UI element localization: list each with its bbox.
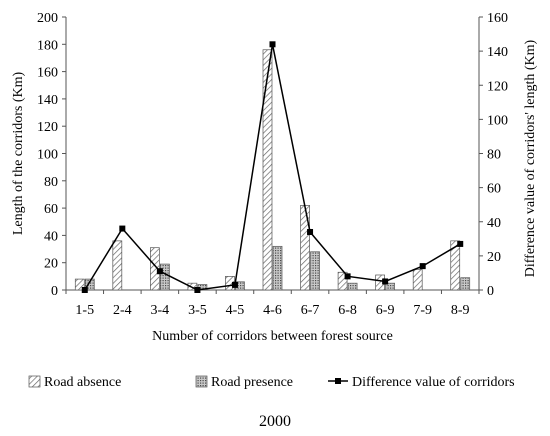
left-tick-label: 100 <box>37 148 58 163</box>
right-tick-label: 120 <box>487 79 508 94</box>
x-tick-label: 8-9 <box>451 303 470 318</box>
difference-point <box>81 287 88 293</box>
left-tick-label: 40 <box>44 229 58 244</box>
x-tick-label: 3-5 <box>188 303 207 318</box>
legend-label: Road presence <box>211 375 293 390</box>
bar-road-presence <box>347 282 358 291</box>
bars-group <box>74 49 471 291</box>
difference-point <box>307 228 314 235</box>
left-tick-label: 160 <box>37 66 58 81</box>
legend-swatch <box>195 375 208 388</box>
difference-point <box>419 263 426 270</box>
x-tick-label: 4-5 <box>226 303 245 318</box>
x-tick-label: 6-8 <box>338 303 357 318</box>
chart-caption: 2000 <box>259 413 291 430</box>
difference-point <box>156 268 163 275</box>
legend-label: Difference value of corridors <box>352 375 515 390</box>
left-tick-label: 80 <box>44 175 58 190</box>
right-tick-label: 40 <box>487 216 501 231</box>
left-tick-label: 20 <box>44 257 58 272</box>
left-tick-label: 180 <box>37 38 58 53</box>
x-tick-label: 4-6 <box>263 303 282 318</box>
legend: Road absence Road presence Difference valu… <box>28 375 515 390</box>
right-tick-label: 100 <box>487 113 508 128</box>
bar-road-absence <box>74 278 85 291</box>
right-tick-label: 60 <box>487 182 501 197</box>
right-tick-label: 80 <box>487 148 501 163</box>
labels-group: 0204060801001201401601802000204060801001… <box>11 11 538 430</box>
difference-point <box>457 240 464 247</box>
bar-road-presence <box>460 277 471 291</box>
bar-road-presence <box>272 245 283 291</box>
bar-road-absence <box>300 205 310 291</box>
left-tick-label: 60 <box>44 202 58 217</box>
bar-road-presence <box>84 278 95 291</box>
right-tick-label: 20 <box>487 250 501 265</box>
bar-road-absence <box>337 271 348 291</box>
x-axis-title: Number of corridors between forest sourc… <box>152 329 393 344</box>
right-tick-label: 0 <box>487 284 494 299</box>
difference-point <box>231 281 238 288</box>
legend-label: Road absence <box>44 375 121 390</box>
bar-road-absence <box>187 282 198 291</box>
left-tick-label: 140 <box>37 93 58 108</box>
difference-line <box>84 44 461 291</box>
x-tick-label: 1-5 <box>75 303 94 318</box>
bar-road-absence <box>262 49 273 291</box>
difference-point <box>119 225 126 232</box>
right-tick-label: 160 <box>487 11 508 26</box>
x-tick-label: 6-9 <box>376 303 395 318</box>
difference-point <box>194 287 201 293</box>
left-tick-label: 120 <box>37 120 58 135</box>
legend-swatch <box>28 375 41 388</box>
y2-axis-title: Difference value of corridors' length (K… <box>523 39 538 277</box>
legend-marker <box>335 378 341 384</box>
left-tick-label: 0 <box>51 284 58 299</box>
bar-road-presence <box>160 263 170 291</box>
left-tick-label: 200 <box>37 11 58 26</box>
x-tick-label: 7-9 <box>413 303 432 318</box>
bar-road-presence <box>310 251 320 291</box>
difference-point <box>344 273 351 280</box>
x-tick-label: 6-7 <box>301 303 320 318</box>
difference-line-group <box>81 41 464 293</box>
difference-point <box>269 41 276 48</box>
bar-road-absence <box>112 240 123 291</box>
bar-road-absence <box>412 269 423 291</box>
x-tick-label: 3-4 <box>151 303 170 318</box>
bar-road-absence <box>450 240 461 291</box>
axes <box>62 16 483 294</box>
y-axis-title: Length of the corridors (Km) <box>11 72 26 236</box>
bar-road-presence <box>385 282 395 291</box>
x-tick-label: 2-4 <box>113 303 132 318</box>
right-tick-label: 140 <box>487 45 508 60</box>
difference-point <box>382 278 389 285</box>
